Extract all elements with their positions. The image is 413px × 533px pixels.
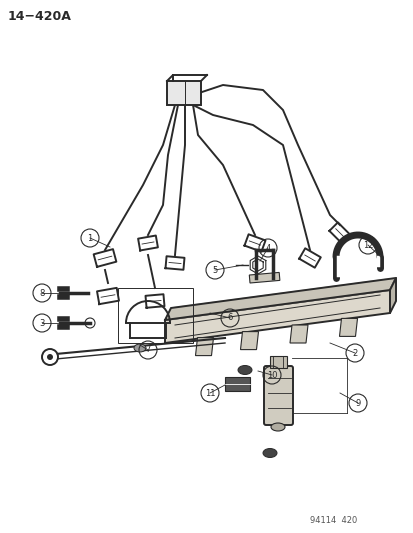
Text: 11: 11 [204, 389, 215, 398]
Ellipse shape [237, 366, 252, 375]
Text: 10: 10 [266, 370, 277, 379]
Polygon shape [195, 337, 213, 356]
Polygon shape [165, 278, 395, 320]
Bar [249, 272, 279, 283]
Polygon shape [389, 278, 395, 313]
Text: 2: 2 [351, 349, 357, 358]
Circle shape [42, 349, 58, 365]
Text: 12: 12 [362, 240, 373, 249]
Text: 9: 9 [354, 399, 360, 408]
Text: 6: 6 [227, 313, 232, 322]
Bar [118, 288, 192, 343]
Text: 7: 7 [145, 345, 150, 354]
Polygon shape [240, 332, 258, 350]
FancyBboxPatch shape [263, 366, 292, 425]
Bar [269, 356, 286, 368]
Polygon shape [289, 325, 307, 343]
Bar [166, 81, 201, 105]
Ellipse shape [262, 448, 276, 457]
Text: 94114  420: 94114 420 [309, 516, 356, 525]
Text: 1: 1 [87, 233, 93, 243]
Ellipse shape [134, 344, 146, 352]
Polygon shape [339, 318, 357, 336]
Text: 14−420A: 14−420A [8, 10, 72, 23]
Text: 5: 5 [212, 265, 217, 274]
Circle shape [47, 354, 53, 360]
Text: 4: 4 [265, 244, 270, 253]
Text: 3: 3 [39, 319, 45, 327]
Text: 8: 8 [39, 288, 45, 297]
Ellipse shape [271, 423, 284, 431]
Polygon shape [165, 290, 389, 343]
Bar [224, 377, 249, 391]
